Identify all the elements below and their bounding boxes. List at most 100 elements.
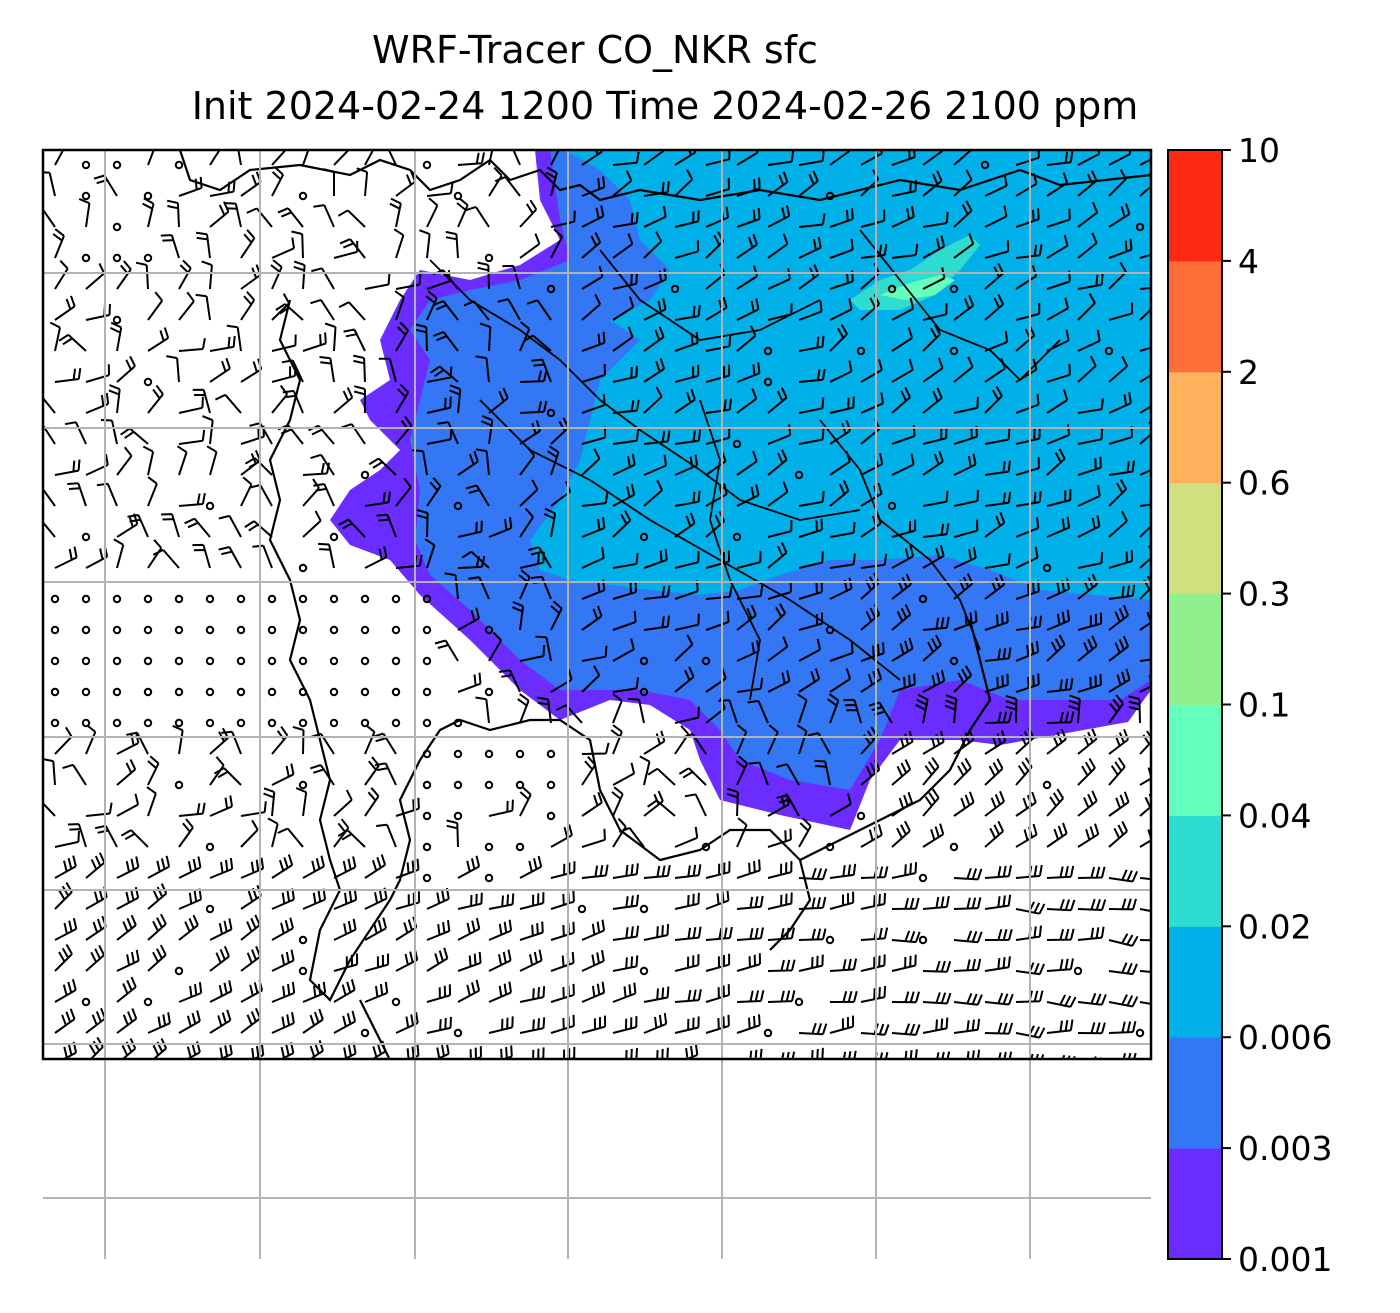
wind-barb xyxy=(799,1112,824,1126)
wind-barb xyxy=(656,1047,669,1059)
wind-barb xyxy=(457,855,481,879)
wind-barb xyxy=(984,730,1007,755)
wind-barb xyxy=(953,930,983,944)
wind-barb xyxy=(582,1113,608,1126)
wind-barb xyxy=(520,1080,545,1095)
wind-barb xyxy=(551,1138,574,1157)
wind-barb xyxy=(767,303,793,321)
wind-barb xyxy=(726,787,739,817)
wind-barb xyxy=(86,1162,104,1188)
wind-barb xyxy=(829,641,854,662)
wind-barb xyxy=(333,1010,357,1034)
wind-barb xyxy=(364,887,388,910)
wind-barb xyxy=(426,477,442,507)
wind-barb xyxy=(337,209,366,228)
wind-barb xyxy=(67,482,87,507)
wind-barb xyxy=(613,1170,636,1189)
wind-barb xyxy=(1015,265,1038,290)
wind-barb-calm xyxy=(484,625,494,635)
wind-barb xyxy=(1108,355,1128,383)
wind-barb xyxy=(643,430,671,445)
wind-barb xyxy=(1077,355,1097,383)
wind-barb xyxy=(582,1174,607,1188)
wind-barb xyxy=(1108,584,1136,600)
wind-barb xyxy=(396,1197,417,1220)
wind-barb xyxy=(226,324,242,352)
wind-barb-calm xyxy=(81,656,91,666)
wind-barb-calm xyxy=(422,873,432,883)
wind-barb xyxy=(62,763,87,786)
wind-barb xyxy=(1109,1177,1136,1188)
wind-barb xyxy=(612,212,639,228)
wind-barb xyxy=(1108,203,1131,228)
wind-barb-calm xyxy=(360,470,370,480)
wind-barb xyxy=(706,1204,731,1219)
wind-barb xyxy=(891,150,916,166)
wind-barb xyxy=(209,357,231,383)
wind-barb xyxy=(643,585,671,600)
wind-barb xyxy=(488,799,514,817)
wind-barb xyxy=(674,892,700,910)
wind-barb xyxy=(612,510,632,538)
wind-barb-calm xyxy=(267,687,277,697)
wind-barb xyxy=(644,1168,666,1188)
wind-barb xyxy=(178,981,203,1003)
wind-barb xyxy=(550,228,563,259)
wind-barb-calm xyxy=(422,811,432,821)
wind-barb xyxy=(54,855,77,879)
wind-barb xyxy=(519,508,534,538)
wind-barb xyxy=(468,576,490,600)
wind-barb xyxy=(271,166,284,197)
colorbar: 0.001 0.003 0.006 0.02 0.04 0.1 0.3 0.6 2 4 10 xyxy=(1167,131,1332,1279)
wind-barb xyxy=(1108,820,1128,848)
wind-barb xyxy=(953,573,974,600)
wind-barb xyxy=(922,170,943,197)
wind-barb xyxy=(395,891,421,910)
wind-barb xyxy=(147,944,167,972)
wind-barb-calm xyxy=(81,718,91,728)
wind-barb xyxy=(52,228,65,259)
wind-barb-calm xyxy=(236,625,246,635)
wind-barb xyxy=(488,893,515,910)
wind-barb xyxy=(147,150,155,166)
wind-barb xyxy=(984,929,1013,941)
wind-barb xyxy=(1077,898,1107,911)
wind-barb-calm xyxy=(577,904,587,914)
wind-barb xyxy=(922,450,944,476)
wind-barb xyxy=(984,956,1011,972)
wind-barb xyxy=(120,829,149,848)
wind-barb xyxy=(953,150,973,166)
wind-barb xyxy=(643,924,670,941)
wind-barb xyxy=(353,385,366,414)
wind-barb-calm xyxy=(918,594,928,604)
wind-barb xyxy=(767,636,789,662)
wind-barb xyxy=(501,150,521,166)
wind-barb xyxy=(1077,515,1101,538)
wind-barb xyxy=(1015,640,1040,662)
wind-barb xyxy=(488,981,512,1003)
wind-barb xyxy=(705,861,731,879)
wind-barb xyxy=(736,817,748,848)
wind-barb xyxy=(481,414,494,445)
wind-barb xyxy=(581,950,605,972)
wind-barb xyxy=(892,1207,918,1219)
wind-barb xyxy=(364,546,388,569)
wind-barb xyxy=(674,989,702,1003)
wind-barb xyxy=(272,1196,293,1219)
wind-barb xyxy=(457,917,481,941)
wind-barb xyxy=(210,1072,230,1095)
wind-barb xyxy=(497,298,521,321)
wind-barb xyxy=(209,918,233,941)
wind-barb xyxy=(1140,1089,1169,1101)
wind-barb xyxy=(1077,866,1106,879)
wind-barb xyxy=(985,1085,1012,1096)
wind-barb xyxy=(302,981,327,1003)
wind-barb-calm xyxy=(1073,966,1083,976)
wind-barb xyxy=(1046,516,1071,538)
wind-barb-calm xyxy=(546,780,556,790)
wind-barb xyxy=(612,693,623,724)
wind-barb xyxy=(842,1050,857,1059)
wind-barb xyxy=(1077,329,1101,352)
wind-barb xyxy=(984,711,1013,724)
